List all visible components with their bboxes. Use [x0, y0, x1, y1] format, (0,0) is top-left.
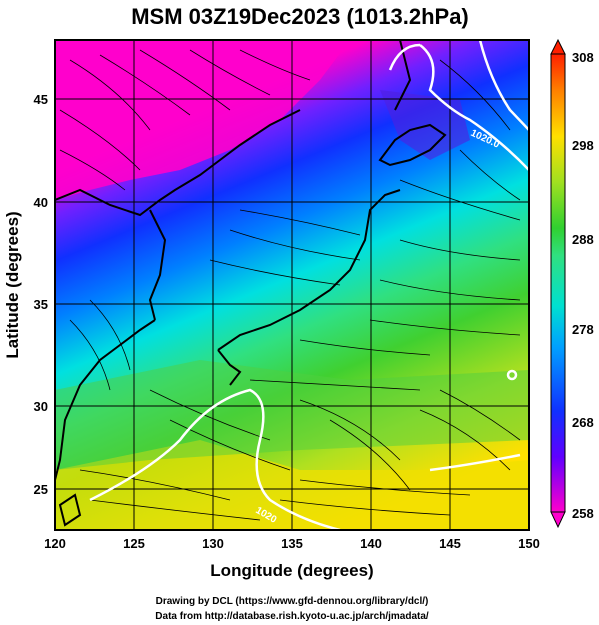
colorbar-tick-label: 278: [572, 322, 594, 337]
y-tick-label: 45: [34, 92, 48, 107]
isobar-contours: [89, 40, 529, 530]
colorbar-tick-label: 298: [572, 138, 594, 153]
colorbar-tick-labels: 308 298 288 278 268 258: [572, 50, 594, 521]
y-axis-label: Latitude (degrees): [3, 211, 22, 358]
x-axis-label: Longitude (degrees): [210, 561, 373, 580]
map-title: MSM 03Z19Dec2023 (1013.2hPa): [131, 4, 469, 29]
x-tick-labels: 120 125 130 135 140 145 150: [44, 536, 540, 551]
credit-data: Data from http://database.rish.kyoto-u.a…: [155, 611, 429, 622]
colorbar-tick-label: 268: [572, 415, 594, 430]
y-tick-label: 40: [34, 195, 48, 210]
colorbar: [550, 38, 566, 529]
x-tick-label: 120: [44, 536, 66, 551]
x-tick-label: 125: [123, 536, 145, 551]
graticule: [55, 40, 529, 530]
x-tick-label: 135: [281, 536, 303, 551]
x-tick-label: 145: [439, 536, 461, 551]
y-tick-labels: 25 30 35 40 45: [34, 92, 48, 497]
colorbar-tick-label: 288: [572, 232, 594, 247]
colorbar-tick-label: 258: [572, 506, 594, 521]
wind-streamlines: [59, 49, 521, 521]
y-tick-label: 25: [34, 482, 48, 497]
coastlines: [55, 40, 447, 527]
x-tick-label: 130: [202, 536, 224, 551]
x-tick-label: 140: [360, 536, 382, 551]
map-frame: [54, 39, 530, 531]
credit-drawing: Drawing by DCL (https://www.gfd-dennou.o…: [156, 596, 429, 607]
y-tick-label: 35: [34, 297, 48, 312]
colorbar-tick-label: 308: [572, 50, 594, 65]
y-tick-label: 30: [34, 399, 48, 414]
x-tick-label: 150: [518, 536, 540, 551]
